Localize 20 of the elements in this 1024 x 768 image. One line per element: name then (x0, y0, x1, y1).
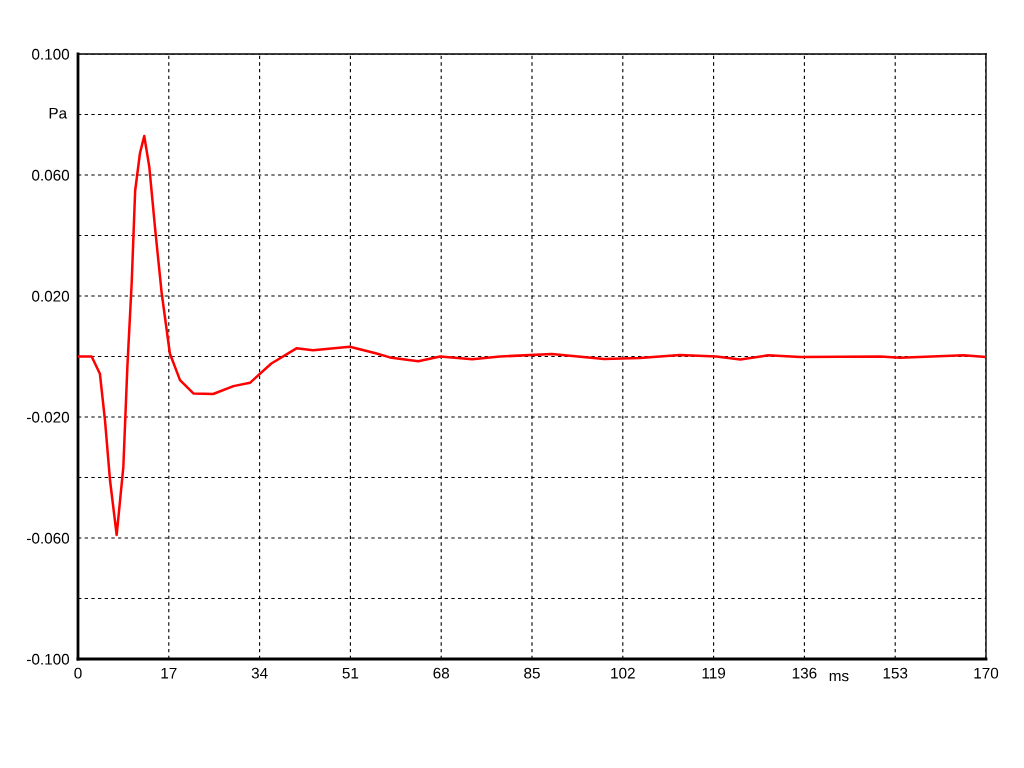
x-tick-label: 17 (161, 667, 177, 679)
x-tick-label: 0 (74, 667, 82, 679)
y-tick-label: 0.020 (32, 290, 70, 302)
y-tick-label: -0.100 (27, 653, 70, 665)
x-axis-title: ms (829, 672, 849, 682)
x-tick-label: 170 (974, 667, 999, 679)
x-tick-label: 51 (342, 667, 359, 679)
x-tick-label: 85 (524, 667, 540, 679)
x-tick-label: 153 (883, 667, 908, 679)
y-tick-label: -0.060 (27, 532, 70, 544)
y-tick-label: -0.020 (27, 411, 70, 423)
y-tick-label: 0.060 (32, 169, 70, 181)
line-series (78, 134, 986, 537)
x-tick-label: 119 (702, 667, 726, 679)
y-tick-label: 0.100 (32, 48, 70, 60)
y-axis-title: Pa (49, 107, 68, 119)
x-tick-label: 68 (433, 667, 450, 679)
x-tick-label: 102 (611, 667, 635, 679)
x-tick-label: 136 (792, 667, 817, 679)
x-tick-label: 34 (251, 667, 268, 679)
